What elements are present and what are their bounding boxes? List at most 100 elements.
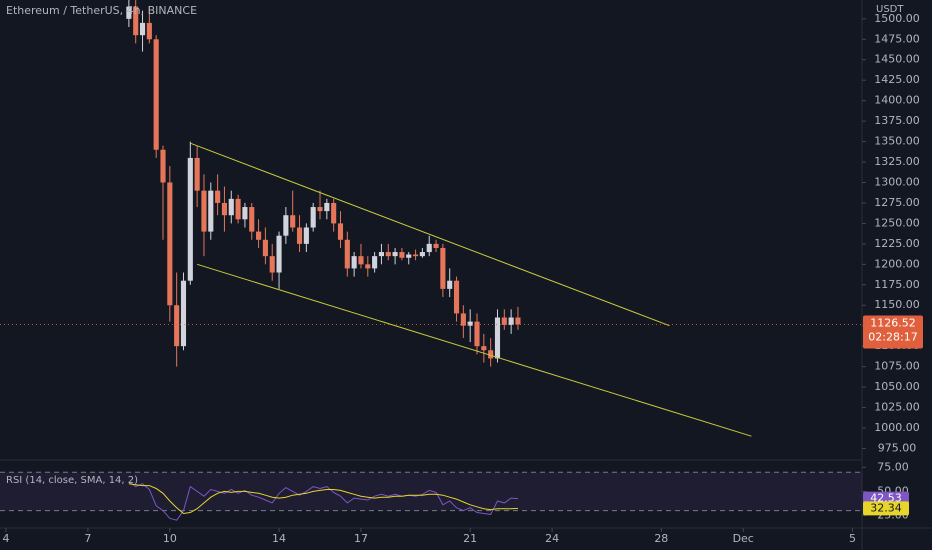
candle-body [174, 305, 180, 347]
candle-body [146, 22, 152, 40]
candle-body [501, 317, 507, 325]
y-tick-label: 1500.00 [874, 12, 920, 25]
x-tick-label: 14 [272, 532, 286, 545]
candle-body [344, 239, 350, 269]
y-tick-label: 1075.00 [874, 360, 920, 373]
candle-body [249, 207, 255, 232]
x-tick-label: 24 [545, 532, 559, 545]
candle-body [276, 235, 282, 273]
y-tick-label: 1300.00 [874, 175, 920, 188]
candle-body [324, 202, 330, 212]
candle-body [201, 190, 207, 232]
candle-body [262, 239, 268, 257]
y-tick-label: 1225.00 [874, 237, 920, 250]
candle-body [167, 182, 173, 306]
candle-body [296, 227, 303, 244]
y-tick-label: 1000.00 [874, 421, 920, 434]
y-tick-label: 1200.00 [874, 257, 920, 270]
y-tick-label: 1275.00 [874, 196, 920, 209]
candle-body [160, 149, 166, 183]
y-tick-label: 1150.00 [874, 298, 920, 311]
candle-body [256, 231, 262, 240]
candle-body [488, 350, 494, 359]
trendline [190, 142, 670, 327]
y-tick-label: 1425.00 [874, 73, 920, 86]
x-tick-label: 5 [849, 532, 856, 545]
rsi-value-box [863, 501, 909, 516]
candle-body [433, 243, 439, 248]
candle-body [215, 190, 221, 203]
y-tick-label: 1475.00 [874, 32, 920, 45]
y-tick-label: 1175.00 [874, 278, 920, 291]
candle-body [426, 243, 432, 253]
candle-body [180, 280, 187, 347]
candle-body [358, 256, 364, 265]
y-tick-label: 1350.00 [874, 135, 920, 148]
candle-body [460, 313, 466, 326]
candle-body [392, 252, 398, 257]
candle-body [365, 264, 371, 269]
x-tick-label: 17 [354, 532, 368, 545]
rsi-value-label: 32.34 [870, 501, 902, 514]
y-tick-label: 1450.00 [874, 53, 920, 66]
rsi-tick-label: 75.00 [877, 460, 909, 473]
candle-body [310, 207, 316, 228]
y-tick-label: 1250.00 [874, 216, 920, 229]
candle-body [385, 252, 391, 257]
candle-body [153, 39, 159, 150]
last-price-label: 1126.52 [870, 316, 916, 329]
rsi-value-label: 42.53 [870, 492, 902, 505]
candle-body [221, 202, 228, 216]
candle-body [228, 198, 234, 216]
candle-body [447, 280, 453, 289]
candle-body [133, 6, 139, 36]
chart-title: Ethereum / TetherUS, 4h, BINANCE [6, 4, 197, 17]
candle-body [242, 207, 248, 220]
candle-body [419, 252, 425, 257]
candle-body [453, 280, 460, 314]
y-tick-label: 975.00 [878, 441, 917, 454]
candle-body [474, 321, 480, 347]
x-tick-label: 4 [3, 532, 10, 545]
rsi-title: RSI (14, close, SMA, 14, 2) [6, 475, 138, 486]
candle-body [372, 256, 378, 269]
rsi-line [128, 481, 519, 521]
candle-body [494, 317, 501, 359]
x-tick-label: 28 [654, 532, 668, 545]
trendline [196, 263, 752, 437]
y-tick-label: 1400.00 [874, 94, 920, 107]
candle-body [508, 317, 514, 325]
countdown: 02:28:17 [868, 330, 917, 343]
x-tick-label: 7 [84, 532, 91, 545]
candle-body [351, 256, 357, 269]
candle-body [303, 227, 309, 244]
candle-body [269, 256, 275, 273]
candle-body [194, 157, 200, 191]
candle-body [187, 157, 193, 281]
y-tick-label: 1050.00 [874, 380, 920, 393]
candle-body [399, 252, 405, 258]
candle-body [378, 252, 385, 257]
y-tick-label: 1325.00 [874, 155, 920, 168]
candle-body [208, 190, 214, 232]
candle-body [406, 254, 412, 258]
candle-body [126, 6, 132, 19]
x-tick-label: 10 [163, 532, 177, 545]
last-price-box [863, 315, 923, 349]
candle-body [337, 223, 344, 240]
candle-body [413, 254, 419, 257]
price-pane [0, 0, 862, 437]
candle-body [283, 215, 289, 236]
x-tick-label: 21 [463, 532, 477, 545]
axis-unit: USDT [876, 4, 904, 15]
rsi-pane [0, 471, 862, 521]
candle-body [139, 22, 146, 36]
candle-body [440, 247, 446, 289]
candle-body [331, 202, 337, 224]
y-tick-label: 1025.00 [874, 401, 920, 414]
candle-body [290, 215, 296, 228]
x-tick-label: Dec [733, 532, 754, 545]
candle-body [515, 317, 521, 325]
